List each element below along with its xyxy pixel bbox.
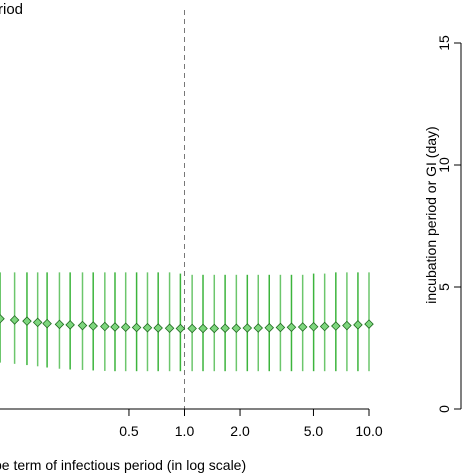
- data-point-0-16: [175, 323, 186, 334]
- data-point-0-29: [319, 321, 330, 332]
- y-tick-label-1: 5: [436, 283, 452, 291]
- data-point-0-4: [42, 318, 52, 329]
- y-tick-label-3: 15: [436, 35, 452, 51]
- data-point-0-3: [32, 317, 43, 328]
- data-point-0-0: [0, 313, 5, 324]
- data-point-0-2: [22, 316, 32, 326]
- data-point-0-27: [297, 322, 308, 332]
- data-point-0-19: [209, 323, 220, 334]
- y-axis: 0 5 10 15: [436, 35, 462, 413]
- y-axis-label: incubation period or GI (day): [423, 126, 439, 303]
- data-point-0-33: [364, 319, 374, 329]
- data-point-0-10: [110, 322, 120, 332]
- x-tick-label-3: 5.0: [304, 423, 324, 439]
- data-point-0-25: [275, 322, 286, 333]
- x-axis-label: pe term of infectious period (in log sca…: [0, 457, 246, 473]
- data-point-0-1: [9, 315, 20, 325]
- data-point-0-18: [198, 323, 208, 334]
- x-tick-label-1: 1.0: [175, 423, 195, 439]
- data-point-0-20: [220, 323, 230, 334]
- data-point-0-12: [131, 322, 142, 333]
- data-point-0-31: [342, 320, 352, 331]
- data-point-0-24: [264, 322, 275, 333]
- data-point-0-11: [120, 322, 131, 333]
- plot-area: [0, 10, 374, 409]
- chart-title: riod: [0, 1, 23, 18]
- x-tick-label-4: 10.0: [355, 423, 382, 439]
- data-point-0-22: [242, 323, 253, 333]
- data-point-0-15: [164, 323, 175, 334]
- data-point-0-21: [231, 323, 242, 334]
- data-point-0-28: [308, 322, 319, 332]
- data-point-0-23: [253, 323, 264, 333]
- y-tick-label-0: 0: [436, 405, 452, 413]
- data-point-0-6: [65, 320, 75, 330]
- data-point-0-26: [286, 322, 297, 333]
- x-axis: 0.5 1.0 2.0 5.0 10.0: [0, 408, 383, 439]
- x-tick-label-2: 2.0: [230, 423, 250, 439]
- data-point-0-32: [353, 320, 363, 330]
- data-point-0-17: [187, 323, 197, 334]
- data-point-0-5: [54, 319, 65, 330]
- y-tick-label-2: 10: [436, 157, 452, 173]
- data-point-0-30: [331, 321, 341, 331]
- x-tick-label-0: 0.5: [119, 423, 139, 439]
- data-point-0-13: [142, 322, 153, 333]
- data-point-0-9: [100, 321, 110, 332]
- data-point-0-7: [77, 320, 88, 331]
- data-point-0-14: [153, 323, 163, 333]
- data-point-0-8: [88, 321, 98, 331]
